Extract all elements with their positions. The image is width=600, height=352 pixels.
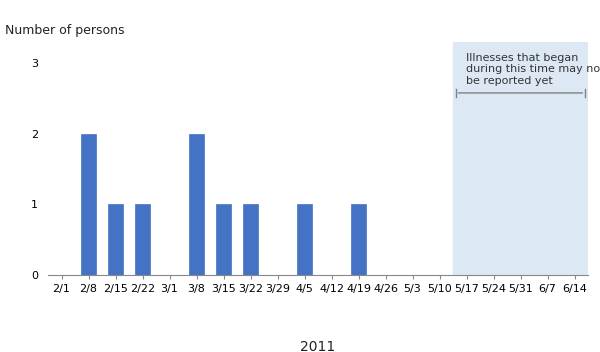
Bar [216,204,231,275]
Bar [453,42,588,275]
Bar [351,204,366,275]
Bar [135,204,150,275]
Text: Illnesses that began
during this time may not
be reported yet: Illnesses that began during this time ma… [467,53,600,86]
Bar [189,134,204,275]
Bar [243,204,258,275]
Text: 2011: 2011 [301,340,335,352]
Bar [81,134,96,275]
Bar [108,204,123,275]
Text: Number of persons: Number of persons [5,24,124,37]
Bar [297,204,312,275]
